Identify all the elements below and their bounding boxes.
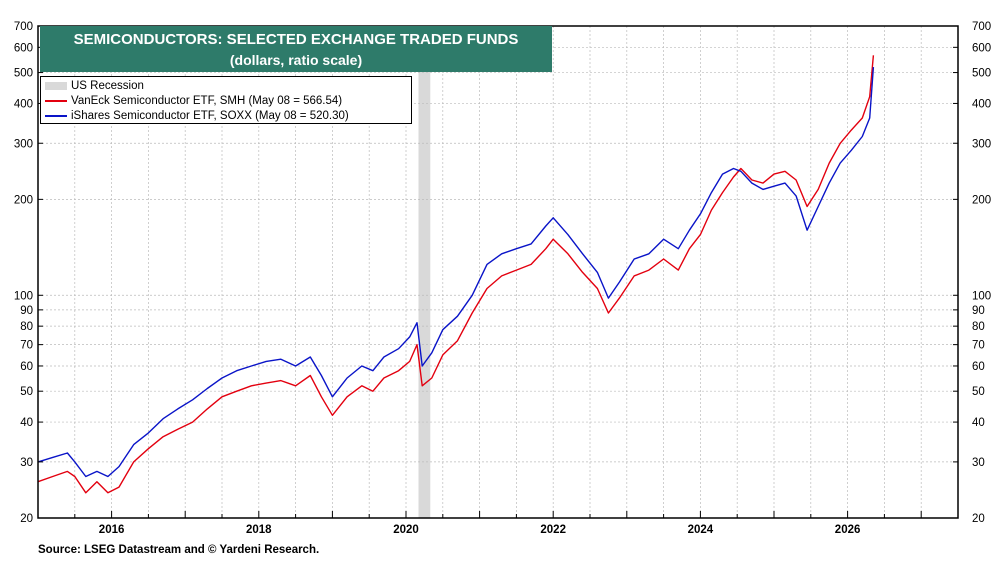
y-tick-label-left: 20 (20, 513, 33, 525)
y-tick-label-left: 300 (14, 138, 33, 150)
legend-label-recession: US Recession (71, 80, 144, 92)
y-tick-label-right: 30 (972, 457, 985, 469)
legend: US Recession VanEck Semiconductor ETF, S… (40, 76, 412, 124)
y-tick-label-right: 50 (972, 386, 985, 398)
y-tick-label-left: 500 (14, 68, 33, 80)
soxx-swatch (45, 114, 67, 117)
smh-swatch (45, 99, 67, 102)
recession-swatch (45, 81, 67, 90)
y-tick-label-left: 700 (14, 21, 33, 33)
x-tick-label: 2024 (688, 524, 714, 536)
source-note: Source: LSEG Datastream and © Yardeni Re… (38, 544, 320, 556)
y-tick-label-left: 90 (20, 305, 33, 317)
y-tick-label-left: 70 (20, 340, 33, 352)
smh-line (37, 55, 875, 494)
y-tick-label-left: 50 (20, 386, 33, 398)
y-tick-label-right: 200 (972, 194, 991, 206)
recession-band (418, 26, 431, 518)
y-tick-label-right: 20 (972, 513, 985, 525)
legend-item-soxx: iShares Semiconductor ETF, SOXX (May 08 … (45, 108, 349, 124)
legend-item-smh: VanEck Semiconductor ETF, SMH (May 08 = … (45, 93, 342, 109)
y-tick-label-right: 300 (972, 138, 991, 150)
x-tick-label: 2026 (835, 524, 861, 536)
y-tick-label-left: 80 (20, 321, 33, 333)
legend-item-recession: US Recession (45, 78, 144, 94)
y-tick-label-right: 70 (972, 340, 985, 352)
recession-bands (418, 26, 431, 518)
y-tick-label-right: 700 (972, 21, 991, 33)
y-tick-label-left: 30 (20, 457, 33, 469)
y-tick-label-right: 500 (972, 68, 991, 80)
legend-label-soxx: iShares Semiconductor ETF, SOXX (May 08 … (71, 110, 349, 122)
y-tick-label-right: 40 (972, 417, 985, 429)
x-tick-label: 2016 (99, 524, 125, 536)
y-tick-label-right: 600 (972, 42, 991, 54)
x-tick-label: 2020 (393, 524, 419, 536)
y-tick-label-right: 60 (972, 361, 985, 373)
y-tick-label-left: 400 (14, 98, 33, 110)
y-tick-label-right: 80 (972, 321, 985, 333)
chart-subtitle: (dollars, ratio scale) (229, 52, 363, 68)
y-tick-label-left: 100 (14, 290, 33, 302)
title-box: SEMICONDUCTORS: SELECTED EXCHANGE TRADED… (40, 26, 552, 72)
y-tick-label-right: 400 (972, 98, 991, 110)
x-tick-label: 2022 (540, 524, 566, 536)
series-lines (37, 55, 875, 494)
chart-title: SEMICONDUCTORS: SELECTED EXCHANGE TRADED… (73, 31, 519, 48)
x-tick-label: 2018 (246, 524, 272, 536)
legend-label-smh: VanEck Semiconductor ETF, SMH (May 08 = … (71, 95, 343, 107)
y-tick-label-left: 40 (20, 417, 33, 429)
soxx-line (37, 67, 875, 478)
y-tick-label-left: 60 (20, 361, 33, 373)
y-tick-label-right: 100 (972, 290, 991, 302)
y-tick-label-left: 200 (14, 194, 33, 206)
y-tick-label-right: 90 (972, 305, 985, 317)
y-tick-label-left: 600 (14, 42, 33, 54)
